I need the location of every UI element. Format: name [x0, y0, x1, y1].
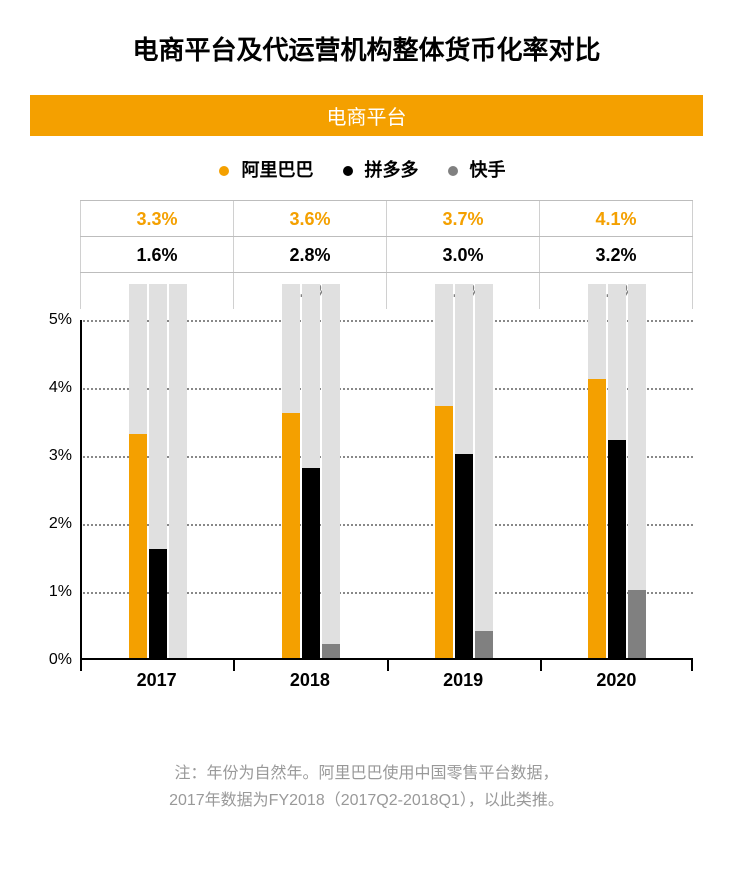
bar — [608, 440, 626, 658]
legend-dot-icon — [219, 166, 229, 176]
x-tick-label: 2017 — [80, 670, 233, 691]
y-tick-label: 0% — [49, 651, 72, 669]
legend-item-pdd: 拼多多 — [343, 160, 427, 180]
x-tick-mark — [691, 659, 693, 671]
bar — [149, 549, 167, 658]
bar — [455, 454, 473, 658]
bar — [282, 413, 300, 658]
bar-background — [169, 284, 187, 658]
y-tick-label: 5% — [49, 311, 72, 329]
y-tick-label: 4% — [49, 379, 72, 397]
bar — [302, 468, 320, 658]
bar — [435, 406, 453, 658]
value-label-cell: 2.8% — [234, 237, 387, 273]
x-tick-label: 2020 — [540, 670, 693, 691]
value-label-cell: 3.7% — [387, 201, 540, 237]
bar-background — [475, 284, 493, 658]
bar — [475, 631, 493, 658]
legend-dot-icon — [343, 166, 353, 176]
y-tick-label: 2% — [49, 515, 72, 533]
section-label: 电商平台 — [30, 95, 703, 136]
y-tick-label: 1% — [49, 583, 72, 601]
value-label-cell: 3.6% — [234, 201, 387, 237]
legend-item-alibaba: 阿里巴巴 — [219, 160, 321, 180]
x-tick-mark — [540, 659, 542, 671]
chart-title: 电商平台及代运营机构整体货币化率对比 — [30, 30, 703, 67]
plot-area — [80, 320, 693, 660]
legend: 阿里巴巴 拼多多 快手 — [30, 156, 703, 182]
legend-dot-icon — [448, 166, 458, 176]
bar — [628, 590, 646, 658]
x-tick-mark — [80, 659, 82, 671]
bar-background — [322, 284, 340, 658]
x-axis: 2017201820192020 — [80, 670, 693, 691]
bar — [129, 434, 147, 658]
bar — [322, 644, 340, 658]
value-label-cell: 1.6% — [80, 237, 234, 273]
y-tick-label: 3% — [49, 447, 72, 465]
bar-chart: 0%1%2%3%4%5% 2017201820192020 — [80, 320, 693, 700]
value-label-cell: 3.0% — [387, 237, 540, 273]
x-tick-label: 2019 — [387, 670, 540, 691]
bar — [588, 379, 606, 658]
value-label-row: 1.6%2.8%3.0%3.2% — [80, 236, 693, 272]
x-tick-mark — [387, 659, 389, 671]
x-tick-mark — [233, 659, 235, 671]
value-label-cell: 4.1% — [540, 201, 693, 237]
value-label-cell: 3.3% — [80, 201, 234, 237]
x-tick-label: 2018 — [233, 670, 386, 691]
y-axis: 0%1%2%3%4%5% — [30, 320, 80, 700]
value-label-cell: 3.2% — [540, 237, 693, 273]
footnote: 注：年份为自然年。阿里巴巴使用中国零售平台数据， 2017年数据为FY2018（… — [30, 760, 703, 814]
value-label-row: 3.3%3.6%3.7%4.1% — [80, 200, 693, 236]
legend-item-kuaishou: 快手 — [448, 160, 514, 180]
